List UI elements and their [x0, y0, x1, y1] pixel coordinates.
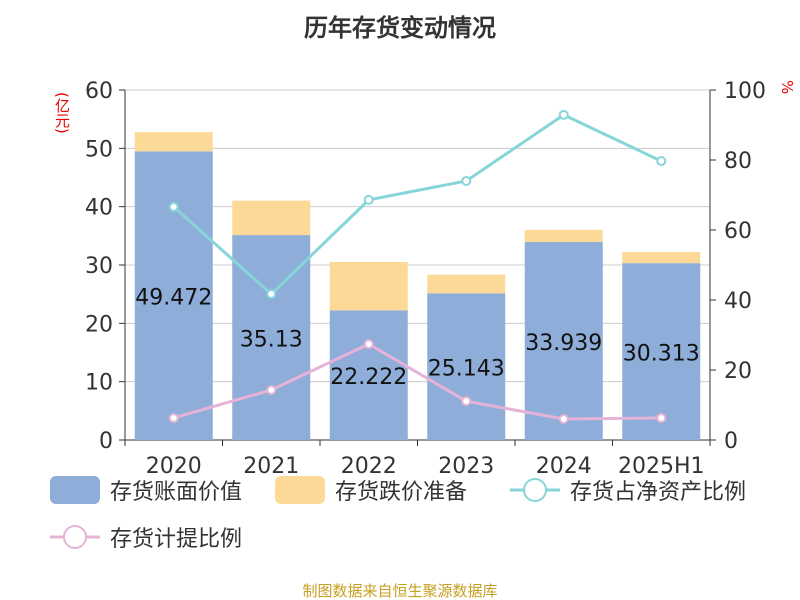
y-tick-label: 50 — [85, 137, 113, 162]
x-tick-label: 2023 — [438, 454, 494, 479]
y-tick-label: 30 — [85, 254, 113, 279]
data-label: 22.222 — [330, 365, 407, 390]
line-point — [266, 289, 277, 300]
legend-swatch — [275, 476, 325, 504]
bar-存货跌价准备 — [134, 132, 213, 152]
bar-存货跌价准备 — [622, 252, 701, 264]
y2-tick-label: 100 — [724, 79, 766, 104]
line-point — [461, 396, 472, 407]
chart-title: 历年存货变动情况 — [304, 14, 496, 42]
data-label: 35.13 — [240, 328, 303, 353]
y-tick-label: 0 — [99, 429, 113, 454]
legend-swatch — [510, 478, 560, 502]
x-tick-label: 2024 — [536, 454, 592, 479]
y2-tick-label: 20 — [724, 359, 752, 384]
bar-存货账面价值 — [622, 263, 701, 440]
bar-存货账面价值 — [524, 242, 603, 440]
line-存货计提比例 — [173, 342, 662, 421]
line-point — [363, 339, 374, 350]
legend-item[interactable]: 存货账面价值 — [50, 474, 242, 506]
data-label: 25.143 — [428, 357, 505, 382]
bar-存货跌价准备 — [329, 261, 408, 311]
legend-label: 存货跌价准备 — [335, 480, 468, 505]
x-tick-label: 2025H1 — [618, 454, 705, 479]
bar-存货跌价准备 — [427, 274, 506, 294]
legend-label: 存货占净资产比例 — [570, 480, 747, 505]
legend-item[interactable]: 存货占净资产比例 — [510, 474, 746, 506]
legend-swatch — [50, 525, 100, 549]
y2-tick-label: 80 — [724, 149, 752, 174]
line-point — [656, 156, 667, 167]
line-point — [558, 109, 569, 120]
y-tick-label: 60 — [85, 79, 113, 104]
legend-label: 存货账面价值 — [110, 480, 243, 505]
legend-swatch — [50, 476, 100, 504]
y2-tick-label: 40 — [724, 289, 752, 314]
line-point — [363, 194, 374, 205]
y-tick-label: 10 — [85, 371, 113, 396]
right-axis-unit: % — [778, 80, 796, 95]
source-footer: 制图数据来自恒生聚源数据库 — [302, 582, 498, 600]
line-存货占净资产比例 — [172, 113, 662, 297]
x-tick-label: 2022 — [341, 454, 397, 479]
line-point — [558, 414, 569, 424]
x-tick-label: 2021 — [243, 454, 299, 479]
bar-存货跌价准备 — [524, 229, 603, 243]
y2-tick-label: 60 — [724, 219, 752, 244]
line-point — [168, 412, 179, 423]
line-point — [461, 176, 472, 186]
data-label: 49.472 — [135, 286, 212, 311]
legend-item[interactable]: 存货跌价准备 — [275, 474, 467, 506]
data-label: 30.313 — [623, 342, 700, 367]
y-tick-label: 20 — [85, 312, 113, 337]
x-tick-label: 2020 — [146, 454, 202, 479]
data-label: 33.939 — [525, 331, 602, 356]
line-point — [266, 384, 277, 395]
legend-label: 存货计提比例 — [110, 527, 243, 552]
line-point — [168, 201, 179, 212]
y2-tick-label: 0 — [724, 429, 738, 454]
y-tick-label: 40 — [85, 196, 113, 221]
bar-存货账面价值 — [329, 310, 408, 440]
line-point — [656, 412, 667, 423]
left-axis-unit: (亿元) — [53, 92, 71, 134]
bar-存货账面价值 — [134, 151, 213, 440]
bar-存货账面价值 — [427, 293, 506, 440]
legend-item[interactable]: 存货计提比例 — [50, 521, 242, 553]
bar-存货跌价准备 — [232, 200, 311, 236]
